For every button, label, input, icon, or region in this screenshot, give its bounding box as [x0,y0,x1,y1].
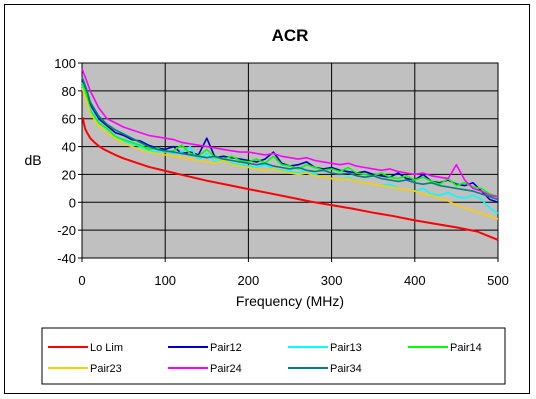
legend-label-pair12: Pair12 [210,342,242,354]
y-tick-label: 0 [69,195,76,210]
y-tick-label: 60 [62,112,76,127]
x-tick-labels: 0 100 200 300 400 500 [78,273,508,288]
legend-label-pair34: Pair34 [330,363,362,375]
y-tick-label: 100 [54,56,76,71]
x-tick-label: 100 [154,273,176,288]
y-tick-label: 20 [62,167,76,182]
x-tick-label: 200 [238,273,260,288]
legend: Lo Lim Pair12 Pair13 Pair14 Pair23 Pair24 Pair… [41,327,506,385]
series-line-pair34 [81,76,499,201]
y-tick-label: -40 [57,251,76,266]
x-tick-label: 300 [321,273,343,288]
y-tick-label: 40 [62,140,76,155]
y-axis-label: dB [24,152,41,168]
legend-label-pair23: Pair23 [90,363,122,375]
x-tick-label: 500 [487,273,509,288]
x-axis-label: Frequency (MHz) [236,293,344,309]
x-tick-label: 400 [404,273,426,288]
series-line-lo-lim [81,117,499,241]
series-line-pair24 [81,68,499,198]
series-layer [81,68,499,241]
y-tick-label: 80 [62,84,76,99]
legend-box [41,327,506,385]
chart-frame: -40 -20 0 20 40 60 80 100 0 100 200 300 400 500 ACR … [4,4,530,394]
legend-label-pair13: Pair13 [330,342,362,354]
legend-label-pair14: Pair14 [450,342,482,354]
chart-title: ACR [272,26,309,45]
legend-label-lo-lim: Lo Lim [90,342,123,354]
plot-area [81,62,499,259]
series-line-pair13 [81,85,499,215]
series-line-pair14 [81,82,499,198]
y-tick-label: -20 [57,223,76,238]
legend-label-pair24: Pair24 [210,363,242,375]
legend-items: Lo Lim Pair12 Pair13 Pair14 Pair23 Pair24 Pair… [48,342,482,375]
x-tick-label: 0 [78,273,85,288]
y-tick-labels: -40 -20 0 20 40 60 80 100 [54,56,76,266]
series-line-pair23 [81,87,499,220]
